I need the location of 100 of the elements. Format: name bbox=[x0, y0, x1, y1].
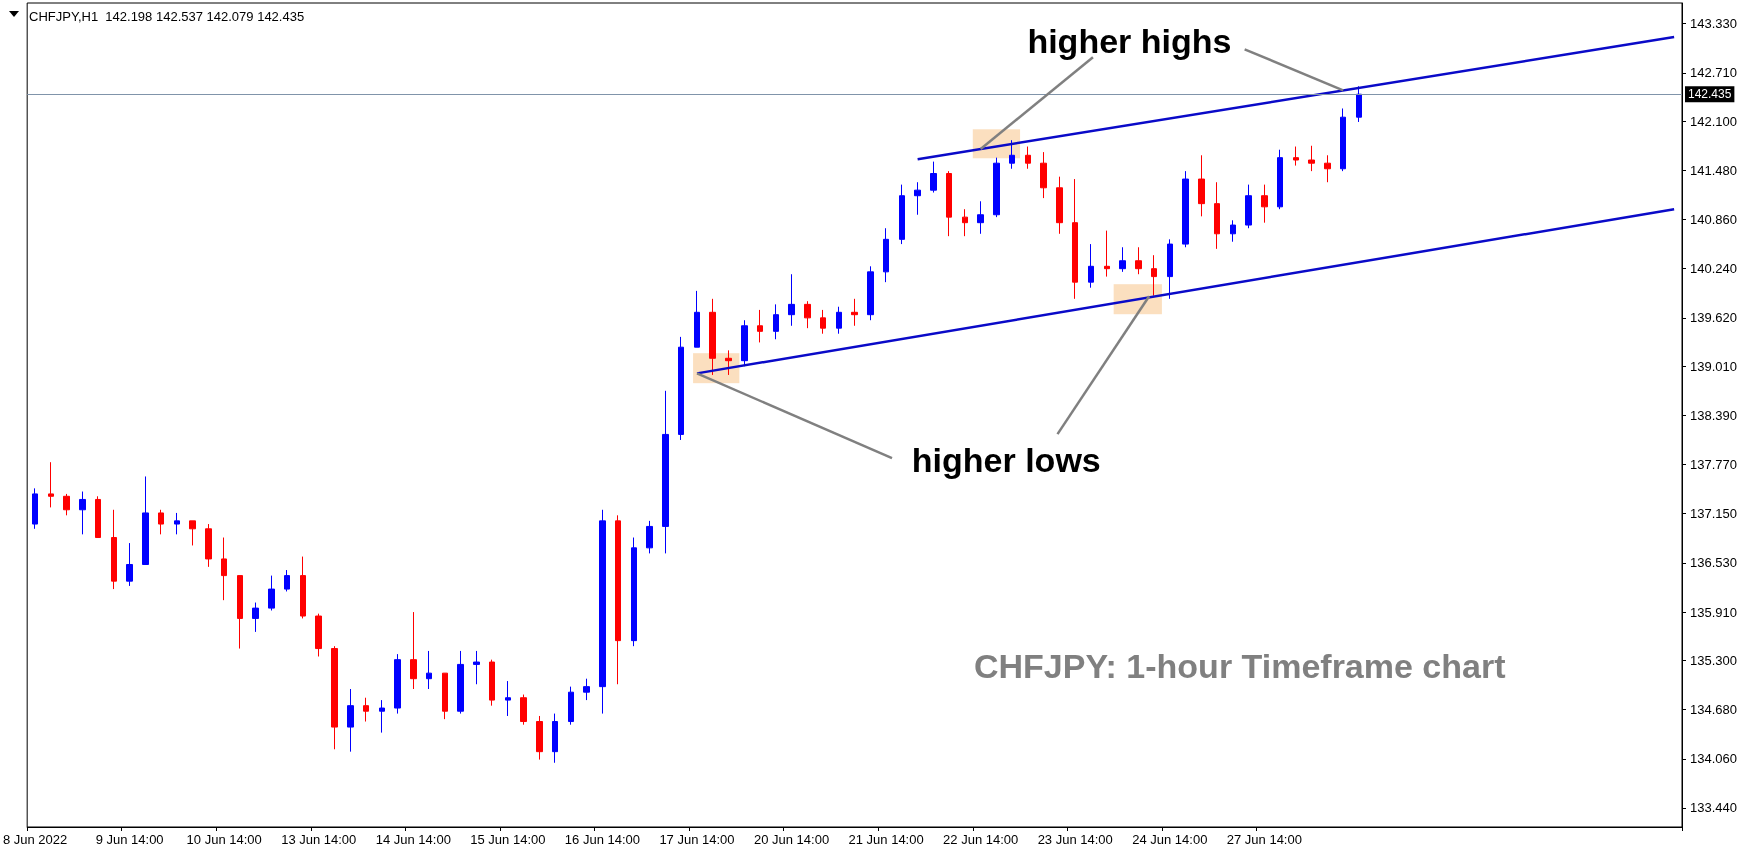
candlestick bbox=[536, 715, 543, 761]
candlestick bbox=[914, 181, 921, 216]
x-tick-label: 17 Jun 14:00 bbox=[659, 832, 735, 847]
candlestick bbox=[1119, 246, 1126, 273]
x-tick-label: 24 Jun 14:00 bbox=[1132, 832, 1208, 847]
candlestick bbox=[252, 602, 259, 633]
y-tick-label: 139.010 bbox=[1690, 358, 1737, 374]
candlestick bbox=[1072, 178, 1078, 300]
x-tick-label: 20 Jun 14:00 bbox=[753, 832, 830, 847]
y-tick-label: 133.440 bbox=[1690, 800, 1737, 816]
candlestick bbox=[284, 569, 290, 592]
candlestick bbox=[631, 537, 637, 647]
ref-line-label: 142.435 bbox=[1688, 87, 1732, 102]
x-tick-label: 27 Jun 14:00 bbox=[1226, 832, 1302, 847]
candlestick bbox=[363, 697, 369, 723]
candlestick bbox=[583, 678, 590, 701]
candlestick bbox=[962, 208, 968, 237]
candlestick bbox=[757, 309, 763, 343]
annotation: higher lows bbox=[911, 441, 1101, 480]
candlestick bbox=[615, 514, 621, 685]
candlestick bbox=[189, 520, 196, 546]
candlestick bbox=[883, 227, 889, 283]
candlestick bbox=[1135, 246, 1142, 275]
candlestick bbox=[1151, 254, 1157, 297]
candlestick bbox=[394, 653, 401, 715]
x-tick-label: 21 Jun 14:00 bbox=[848, 832, 924, 847]
candlestick bbox=[1009, 139, 1015, 170]
candlestick bbox=[709, 298, 716, 376]
y-tick-label: 137.770 bbox=[1690, 457, 1737, 473]
candlestick bbox=[1356, 85, 1362, 123]
candlestick bbox=[489, 659, 495, 707]
candlestick bbox=[221, 537, 227, 601]
candlestick bbox=[1040, 151, 1047, 199]
candlestick bbox=[1088, 243, 1094, 289]
candlestick bbox=[836, 306, 842, 335]
candlestick bbox=[1025, 146, 1031, 170]
candlestick bbox=[552, 713, 558, 764]
candlestick bbox=[63, 493, 70, 516]
candlestick bbox=[126, 542, 133, 587]
candlestick bbox=[1261, 184, 1268, 224]
candlestick bbox=[1324, 154, 1331, 183]
candlestick bbox=[646, 520, 653, 554]
candlestick bbox=[1308, 145, 1315, 172]
candlestick bbox=[1167, 238, 1173, 300]
candlestick bbox=[331, 645, 338, 750]
candlestick bbox=[568, 686, 574, 726]
candlestick bbox=[741, 319, 748, 367]
candlestick bbox=[174, 512, 180, 535]
x-tick-label: 9 Jun 14:00 bbox=[95, 832, 164, 847]
candlestick bbox=[1340, 107, 1346, 172]
candlestick bbox=[442, 672, 448, 720]
candlestick bbox=[111, 509, 117, 590]
candlestick bbox=[678, 336, 684, 441]
x-tick-label: 16 Jun 14:00 bbox=[564, 832, 641, 847]
y-tick-label: 140.240 bbox=[1690, 261, 1737, 277]
candlestick bbox=[1104, 230, 1110, 278]
candlestick bbox=[520, 694, 527, 726]
candlestick bbox=[930, 161, 937, 194]
candlestick bbox=[268, 575, 275, 611]
y-tick-label: 137.150 bbox=[1690, 506, 1737, 522]
candlestick bbox=[1277, 149, 1283, 210]
y-tick-label: 134.060 bbox=[1690, 751, 1737, 767]
candlestick bbox=[95, 495, 101, 539]
candlestick bbox=[315, 613, 322, 657]
candlestick bbox=[410, 611, 417, 690]
candlestick bbox=[426, 650, 432, 690]
candlestick bbox=[804, 300, 811, 329]
y-tick-label: 142.710 bbox=[1690, 65, 1737, 81]
x-tick-label: 13 Jun 14:00 bbox=[281, 832, 357, 847]
y-tick-label: 136.530 bbox=[1690, 555, 1737, 571]
candlestick bbox=[899, 184, 905, 245]
candlestick bbox=[820, 309, 826, 335]
candlestick bbox=[237, 575, 243, 650]
x-tick-label: 22 Jun 14:00 bbox=[943, 832, 1019, 847]
candlestick bbox=[788, 273, 795, 327]
candlestick bbox=[379, 699, 385, 734]
text: CHFJPY,H1 142.198 142.537 142.079 142.435 bbox=[29, 9, 305, 24]
y-tick-label: 142.100 bbox=[1690, 113, 1737, 129]
candlestick bbox=[851, 298, 858, 327]
candlestick bbox=[1293, 146, 1299, 167]
candlestick bbox=[1214, 181, 1220, 250]
y-tick-label: 141.480 bbox=[1690, 162, 1737, 178]
candlestick bbox=[48, 461, 54, 508]
y-tick-label: 143.330 bbox=[1690, 16, 1737, 32]
y-tick-label: 135.910 bbox=[1690, 604, 1737, 620]
candlestick bbox=[946, 170, 952, 237]
candlestick bbox=[977, 200, 984, 235]
candlestick bbox=[1182, 170, 1189, 248]
candlestick bbox=[32, 487, 38, 530]
y-tick-label: 135.300 bbox=[1690, 652, 1737, 668]
candlestick bbox=[694, 290, 700, 348]
candlestick bbox=[599, 509, 606, 715]
candlestick bbox=[1198, 154, 1205, 217]
y-tick-label: 139.620 bbox=[1690, 310, 1737, 326]
y-tick-label: 140.860 bbox=[1690, 212, 1737, 228]
y-tick-label: 134.680 bbox=[1690, 702, 1737, 718]
candlestick bbox=[457, 650, 464, 715]
candlestick bbox=[347, 688, 354, 753]
candlestick bbox=[1245, 184, 1252, 229]
x-tick-label: 8 Jun 2022 bbox=[2, 832, 68, 847]
